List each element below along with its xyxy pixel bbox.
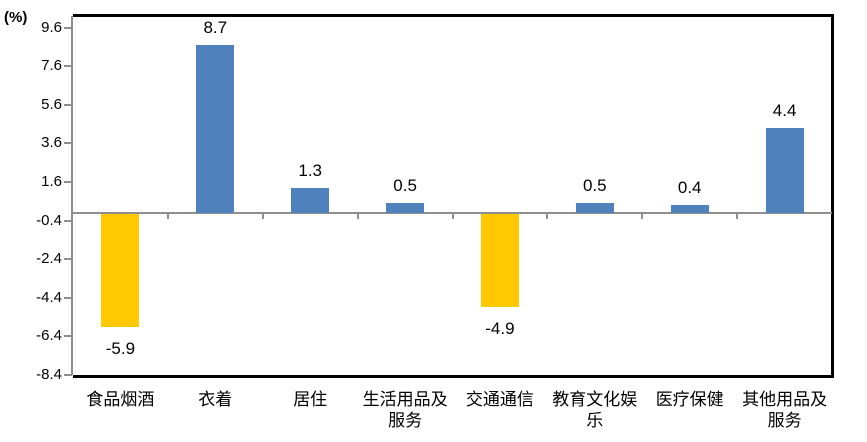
x-axis-tick [261, 213, 264, 219]
y-axis-tick-label: -6.4 [36, 327, 62, 345]
plot-border-right [831, 14, 834, 378]
y-axis-tick [64, 258, 72, 261]
y-axis-tick-label: 3.6 [41, 134, 62, 152]
x-axis-category-label: 衣着 [198, 390, 233, 409]
x-axis-tick [451, 213, 454, 219]
x-axis-category-label: 医疗保健 [655, 390, 724, 409]
bar-value-label: -4.9 [485, 319, 515, 339]
y-axis-tick-label: -0.4 [36, 211, 62, 229]
x-axis-zero-line [73, 211, 832, 214]
plot-border-bottom [73, 375, 834, 378]
bar-value-label: -5.9 [105, 338, 136, 358]
bar [291, 187, 330, 213]
y-axis-tick [64, 65, 72, 68]
bar [765, 127, 804, 213]
x-axis-tick [641, 213, 644, 219]
y-axis-tick [64, 26, 72, 29]
x-axis-tick [546, 213, 549, 219]
x-axis-category-label: 交通通信 [465, 390, 534, 409]
y-axis-unit-label: (%) [4, 9, 28, 26]
y-axis-tick-label: -2.4 [36, 250, 62, 268]
bar [386, 203, 425, 213]
y-axis-tick-label: -4.4 [36, 288, 62, 306]
bar [101, 213, 140, 327]
bar-value-label: 0.5 [393, 176, 417, 196]
bar [670, 205, 709, 213]
x-axis-tick [736, 213, 739, 219]
bar-value-label: 1.3 [298, 160, 322, 180]
y-axis-tick-label: -8.4 [36, 366, 62, 383]
bar-value-label: 0.5 [582, 176, 607, 196]
y-axis-tick-label: 1.6 [41, 173, 62, 190]
bar [575, 203, 614, 213]
x-axis-category-label: 教育文化娱 乐 [552, 390, 638, 430]
plot-border-top [73, 14, 834, 17]
bar-value-label: 4.4 [772, 100, 797, 120]
y-axis-tick-label: 5.6 [41, 95, 62, 113]
y-axis-tick [64, 219, 72, 222]
y-axis-tick [64, 181, 72, 183]
y-axis-tick [64, 103, 72, 106]
bar-value-label: 8.7 [203, 18, 228, 37]
bar-value-label: 0.4 [677, 178, 702, 198]
y-axis-tick [64, 374, 72, 376]
y-axis-tick [64, 335, 72, 338]
y-axis-line [71, 16, 73, 375]
x-axis-category-label: 生活用品及 服务 [362, 390, 448, 430]
x-axis-category-label: 食品烟酒 [86, 390, 155, 409]
y-axis-tick [64, 296, 72, 299]
y-axis-tick-label: 9.6 [41, 18, 62, 36]
y-axis-tick-label: 7.6 [41, 57, 62, 75]
x-axis-category-label: 居住 [293, 390, 328, 409]
y-axis-tick [64, 142, 72, 145]
x-axis-tick [356, 213, 359, 219]
x-axis-category-label: 其他用品及 服务 [742, 390, 828, 430]
x-axis-tick [166, 213, 169, 219]
bar [196, 45, 235, 213]
bar [480, 213, 519, 308]
